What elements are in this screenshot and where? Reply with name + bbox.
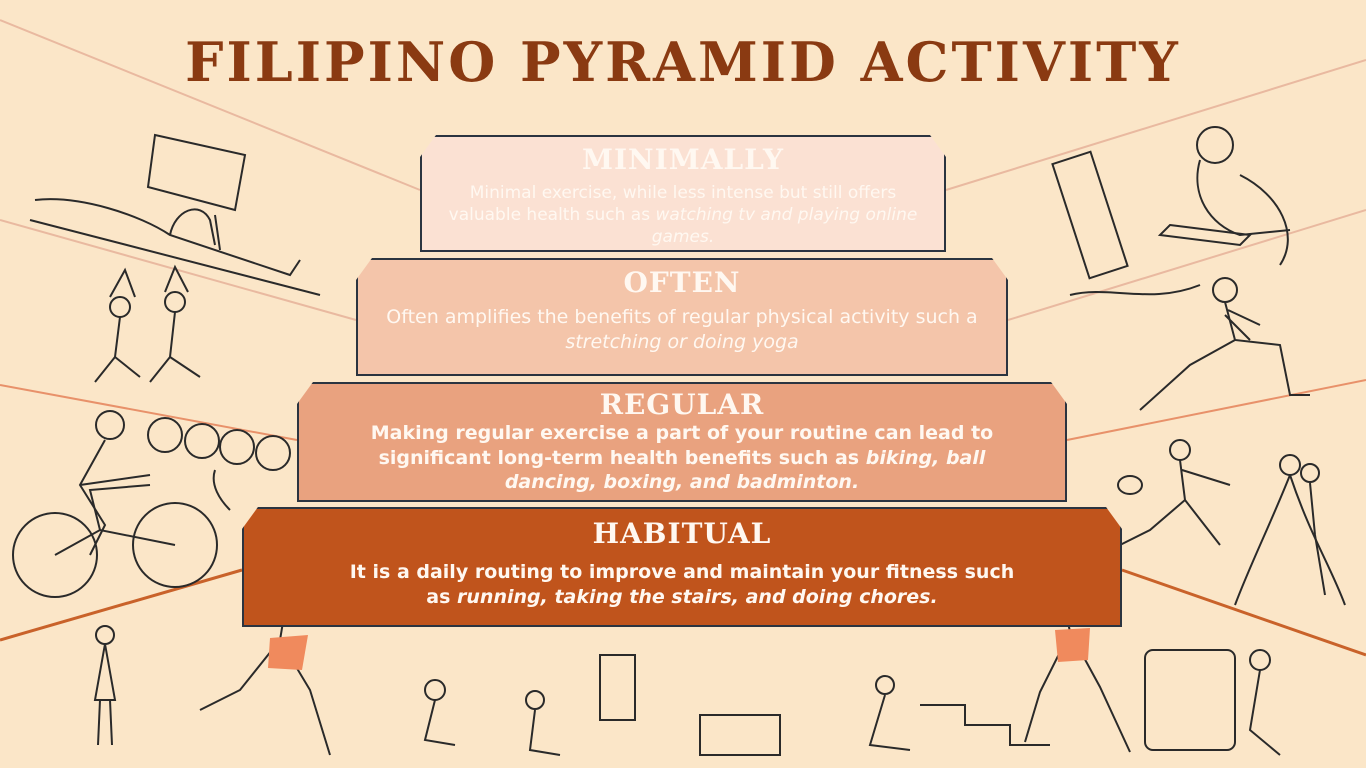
tier-title: MINIMALLY — [581, 143, 785, 176]
tier-description: Minimal exercise, while less intense but… — [448, 183, 918, 248]
tier-regular: REGULAR Making regular exercise a part o… — [297, 382, 1067, 502]
tier-examples: watching tv and playing online games. — [651, 205, 918, 248]
tier-description: Making regular exercise a part of your r… — [370, 422, 994, 494]
chores-sketch — [93, 625, 1281, 756]
stretching-sketch — [1139, 277, 1310, 411]
tier-habitual: HABITUAL It is a daily routing to improv… — [242, 507, 1122, 627]
tier-examples: running, taking the stairs, and doing ch… — [457, 585, 938, 608]
tier-minimally: MINIMALLY Minimal exercise, while less i… — [420, 135, 946, 252]
badminton-sketch — [1117, 439, 1231, 546]
biking-sketch — [12, 410, 218, 598]
balls-sketch — [147, 417, 291, 511]
ballroom-dancing-sketch — [1234, 454, 1346, 606]
tier-examples: stretching or doing yoga — [565, 330, 799, 353]
tier-description: It is a daily routing to improve and mai… — [349, 561, 1015, 608]
tier-title: OFTEN — [623, 266, 741, 299]
tier-examples: biking, ball dancing, boxing, and badmin… — [504, 446, 986, 494]
page-title: FILIPINO PYRAMID ACTIVITY — [185, 30, 1181, 94]
tier-description: Often amplifies the benefits of regular … — [386, 306, 978, 353]
yoga-sketch — [94, 264, 201, 383]
tv-watching-sketch — [29, 133, 321, 296]
tier-title: HABITUAL — [592, 517, 772, 550]
tier-often: OFTEN Often amplifies the benefits of re… — [356, 258, 1008, 376]
tier-title: REGULAR — [599, 388, 765, 421]
gaming-sketch — [1051, 126, 1291, 296]
